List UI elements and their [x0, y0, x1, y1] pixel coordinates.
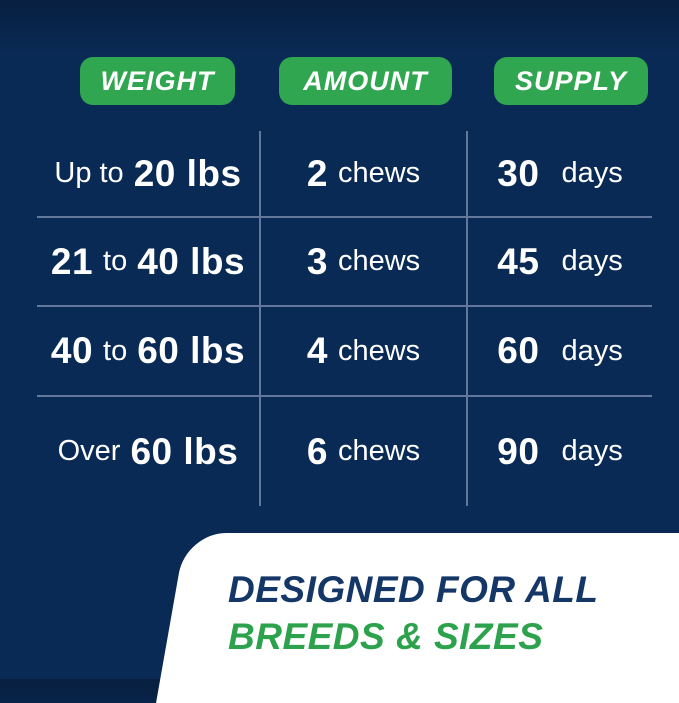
table-cell-supply-row3: 60 days	[468, 307, 652, 397]
column-header-weight: WEIGHT	[80, 57, 235, 105]
table-cell-supply-row2: 45 days	[468, 218, 652, 307]
table-cell-amount-row4: 6 chews	[261, 397, 468, 506]
table-cell-weight-row4: Over 60 lbs	[37, 397, 261, 506]
supply-unit: days	[561, 157, 623, 189]
weight-range-bold-tail: 60 lbs	[130, 430, 239, 472]
weight-range-bold-tail: 60 lbs	[137, 330, 246, 371]
weight-range-bold-tail: 40 lbs	[137, 240, 246, 282]
column-header-amount: AMOUNT	[279, 57, 452, 105]
column-header-supply: SUPPLY	[494, 57, 648, 105]
supply-value: 60	[497, 330, 540, 371]
supply-unit: days	[561, 435, 623, 467]
footer-tagline-line1: DESIGNED FOR ALL	[228, 569, 599, 610]
supply-value: 90	[497, 430, 540, 472]
weight-range-bold-lead: 40	[50, 330, 94, 371]
table-cell-amount-row2: 3 chews	[261, 218, 468, 307]
amount-value: 3	[306, 240, 328, 282]
weight-range-word: Over	[57, 435, 121, 467]
amount-value: 2	[306, 152, 328, 194]
amount-value: 6	[306, 430, 328, 472]
supply-unit: days	[561, 334, 623, 367]
weight-range-word: Up to	[54, 157, 124, 189]
table-cell-amount-row3: 4 chews	[261, 307, 468, 397]
table-cell-weight-row2: 21 to 40 lbs	[37, 218, 261, 307]
table-cell-weight-row3: 40 to 60 lbs	[37, 307, 261, 397]
table-cell-supply-row1: 30 days	[468, 131, 652, 218]
amount-unit: chews	[337, 245, 421, 277]
infographic-root: { "theme": { "background_navy": "#092a55…	[0, 0, 679, 679]
supply-value: 45	[497, 240, 540, 282]
amount-unit: chews	[337, 157, 421, 189]
supply-unit: days	[561, 245, 623, 277]
table-cell-supply-row4: 90 days	[468, 397, 652, 506]
weight-range-word: to	[103, 334, 128, 367]
weight-range-bold-lead: 21	[50, 240, 94, 282]
supply-value: 30	[497, 152, 540, 194]
amount-unit: chews	[337, 435, 421, 467]
table-cell-amount-row1: 2 chews	[261, 131, 468, 218]
footer-tagline-line2: BREEDS & SIZES	[228, 616, 544, 657]
amount-value: 4	[306, 330, 328, 371]
footer-tagline: DESIGNED FOR ALL BREEDS & SIZES	[228, 566, 598, 660]
weight-range-bold-tail: 20 lbs	[133, 152, 242, 194]
dosage-table: Up to 20 lbs 2 chews 30 days 21 to 40 lb…	[37, 131, 652, 506]
weight-range-word: to	[103, 245, 128, 277]
table-cell-weight-row1: Up to 20 lbs	[37, 131, 261, 218]
amount-unit: chews	[337, 334, 421, 367]
